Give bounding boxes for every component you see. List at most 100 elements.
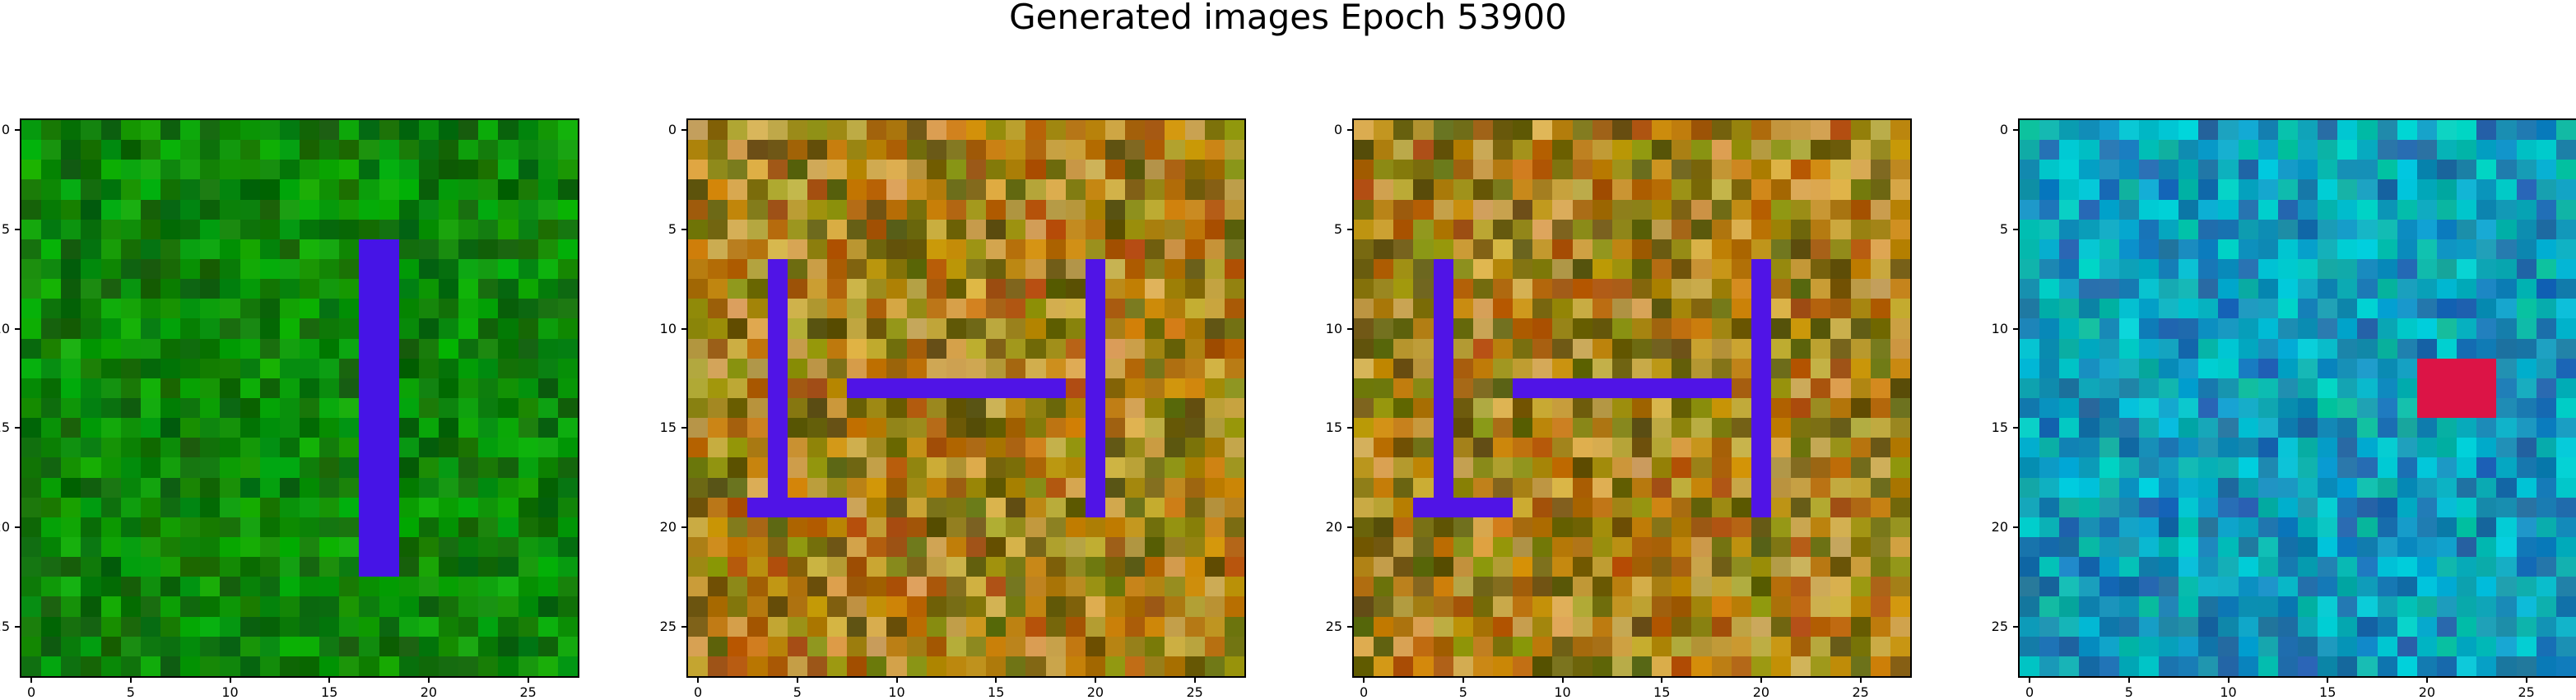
pixel [2496, 199, 2517, 220]
pixel [2178, 457, 2199, 478]
pixel [2397, 378, 2417, 398]
pixel [1374, 438, 1394, 458]
pixel [986, 239, 1007, 259]
pixel [21, 557, 42, 577]
pixel [1492, 179, 1514, 200]
pixel [1532, 656, 1553, 676]
pixel [379, 219, 399, 239]
pixel [965, 140, 987, 160]
pixel [41, 497, 62, 517]
pixel [1691, 656, 1712, 676]
pixel [1552, 397, 1573, 419]
pixel [537, 140, 558, 160]
pixel [926, 636, 946, 656]
pixel [1611, 338, 1632, 359]
pixel [120, 497, 141, 517]
pixel [1652, 299, 1672, 319]
pixel [2457, 160, 2477, 180]
x-tick-mark [30, 677, 33, 683]
pixel [986, 299, 1007, 319]
pixel [379, 616, 399, 637]
pixel [220, 616, 240, 637]
pixel [2079, 616, 2099, 637]
pixel [140, 199, 160, 220]
pixel [1731, 199, 1751, 220]
pixel [1413, 577, 1434, 597]
pixel [299, 557, 320, 577]
pixel [2555, 577, 2576, 597]
pixel [867, 179, 887, 200]
pixel [2257, 557, 2278, 577]
pixel [2118, 557, 2139, 577]
pixel [1006, 477, 1026, 498]
pixel [1204, 438, 1225, 458]
pixel [2337, 517, 2358, 537]
pixel [1045, 577, 1066, 597]
pixel [518, 239, 538, 259]
pixel [1791, 577, 1811, 597]
pixel [537, 418, 558, 438]
pixel [1572, 318, 1593, 339]
pixel [708, 418, 728, 438]
pixel [2059, 120, 2080, 141]
pixel [1165, 219, 1185, 239]
pixel [537, 378, 558, 398]
pixel [2555, 378, 2576, 398]
x-tick-mark [2525, 677, 2527, 683]
pixel [1085, 160, 1105, 180]
pixel [1165, 279, 1185, 299]
pixel [299, 616, 320, 637]
pixel [867, 378, 887, 398]
pixel [557, 338, 578, 359]
pixel [140, 577, 160, 597]
pixel [2397, 140, 2417, 160]
pixel [1691, 517, 1712, 537]
pixel [1532, 258, 1553, 280]
pixel [1652, 636, 1672, 656]
y-tick-mark [681, 327, 687, 330]
pixel [557, 477, 578, 498]
pixel [1125, 279, 1146, 299]
pixel [1631, 656, 1653, 676]
pixel [2099, 120, 2119, 141]
pixel [1672, 179, 1692, 200]
pixel [1204, 140, 1225, 160]
pixel [2118, 636, 2139, 656]
pixel [160, 418, 181, 438]
pixel [120, 239, 141, 259]
pixel [1085, 120, 1105, 141]
pixel [767, 199, 788, 220]
pixel [120, 536, 141, 558]
pixel [1413, 536, 1434, 558]
pixel [2178, 438, 2199, 458]
pixel [120, 199, 141, 220]
pixel [2318, 239, 2338, 259]
pixel [438, 457, 459, 478]
pixel [1850, 418, 1871, 438]
pixel [61, 279, 81, 299]
pixel [2118, 438, 2139, 458]
pixel [1770, 636, 1792, 656]
pixel [2436, 358, 2457, 378]
pixel [359, 199, 379, 220]
pixel [1552, 318, 1573, 339]
pixel [2079, 636, 2099, 656]
pixel [1472, 477, 1493, 498]
pixel [2099, 239, 2119, 259]
pixel [239, 199, 260, 220]
pixel [1453, 239, 1473, 259]
pixel [220, 258, 240, 280]
pixel [279, 656, 300, 676]
pixel [220, 577, 240, 597]
pixel [2079, 418, 2099, 438]
pixel [259, 338, 280, 359]
pixel [1184, 596, 1205, 617]
pixel [1354, 616, 1374, 637]
x-tick-mark [2029, 677, 2031, 683]
pixel [200, 636, 221, 656]
pixel [906, 438, 927, 458]
x-tick-label: 10 [1554, 684, 1571, 700]
pixel [2555, 517, 2576, 537]
pixel [2496, 239, 2517, 259]
pixel [299, 497, 320, 517]
